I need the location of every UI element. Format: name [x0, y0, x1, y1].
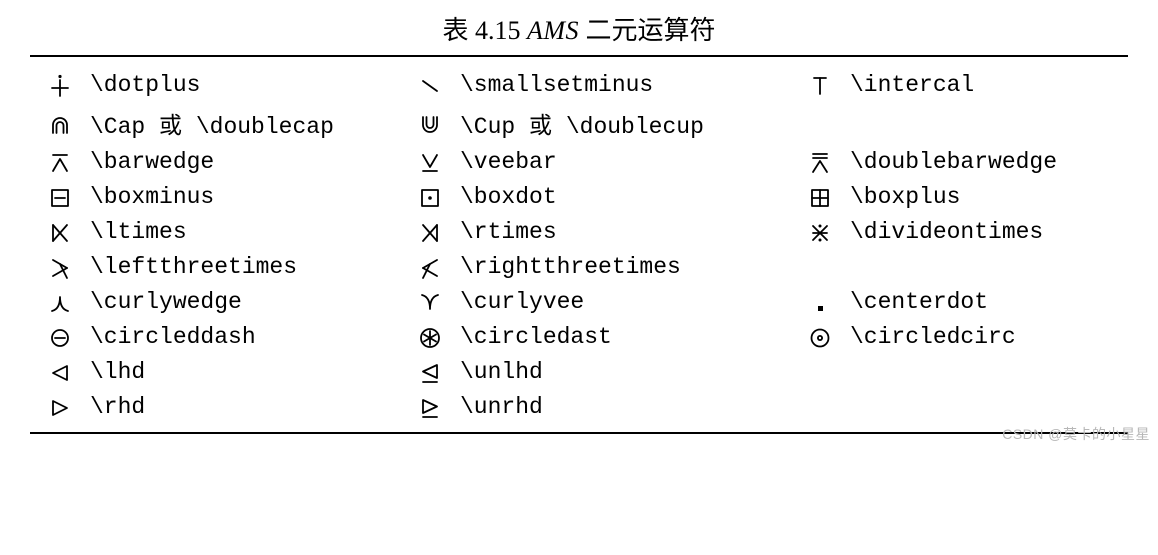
veebar-icon: [400, 144, 460, 179]
table-row: \lhd \unlhd: [30, 354, 1128, 389]
intercal-icon: [790, 67, 850, 102]
command-text: \boxdot: [460, 179, 790, 214]
symbol-table: \dotplus\smallsetminus\intercal\Cap 或 \d…: [30, 67, 1128, 424]
boxdot-icon: [400, 179, 460, 214]
table-row: \leftthreetimes \rightthreetimes: [30, 249, 1128, 284]
boxminus-icon: [30, 179, 90, 214]
table-caption: 表 4.15 AMS 二元运算符: [30, 10, 1128, 47]
command-text: \centerdot: [850, 284, 1128, 319]
symbol-table-page: 表 4.15 AMS 二元运算符 \dotplus\smallsetminus\…: [0, 0, 1158, 448]
command-text: \smallsetminus: [460, 67, 790, 102]
dotplus-icon: [30, 67, 90, 102]
table-row: \rhd \unrhd: [30, 389, 1128, 424]
command-text: \ltimes: [90, 214, 400, 249]
command-text: \Cup 或 \doublecup: [460, 102, 790, 144]
empty-cell: [790, 389, 850, 424]
command-text: \dotplus: [90, 67, 400, 102]
circledcirc-icon: [790, 319, 850, 354]
caption-subject: 二元运算符: [586, 16, 716, 45]
empty-cell: [790, 102, 850, 144]
leftthreetimes-icon: [30, 249, 90, 284]
table-row: \boxminus \boxdot \boxplus: [30, 179, 1128, 214]
command-text: \curlyvee: [460, 284, 790, 319]
command-text: \rightthreetimes: [460, 249, 790, 284]
command-text: \circledcirc: [850, 319, 1128, 354]
command-text: \curlywedge: [90, 284, 400, 319]
command-text: \veebar: [460, 144, 790, 179]
command-text: \boxminus: [90, 179, 400, 214]
empty-cell: [850, 102, 1128, 144]
centerdot-icon: [790, 284, 850, 319]
lhd-icon: [30, 354, 90, 389]
command-text: \leftthreetimes: [90, 249, 400, 284]
command-text: \rhd: [90, 389, 400, 424]
table-row: \barwedge \veebar \doublebarwedge: [30, 144, 1128, 179]
symbol-table-body: \dotplus\smallsetminus\intercal\Cap 或 \d…: [30, 67, 1128, 424]
empty-cell: [850, 389, 1128, 424]
table-row: \dotplus \smallsetminus \intercal: [30, 67, 1128, 102]
command-text: \circleddash: [90, 319, 400, 354]
command-text: \barwedge: [90, 144, 400, 179]
empty-cell: [790, 249, 850, 284]
circledast-icon: [400, 319, 460, 354]
ltimes-icon: [30, 214, 90, 249]
watermark-text: CSDN @莫卡的小星星: [1002, 424, 1150, 444]
rtimes-icon: [400, 214, 460, 249]
caption-ams: AMS: [527, 16, 579, 45]
rhd-icon: [30, 389, 90, 424]
Cup-icon: [400, 102, 460, 144]
bottom-rule: [30, 432, 1128, 434]
divideontimes-icon: [790, 214, 850, 249]
table-row: \Cap 或 \doublecap \Cup 或 \doublecup: [30, 102, 1128, 144]
barwedge-icon: [30, 144, 90, 179]
empty-cell: [850, 354, 1128, 389]
command-text: \divideontimes: [850, 214, 1128, 249]
command-text: \lhd: [90, 354, 400, 389]
table-row: \circleddash \circledast \circledcirc: [30, 319, 1128, 354]
Cap-icon: [30, 102, 90, 144]
command-text: \boxplus: [850, 179, 1128, 214]
top-rule: [30, 55, 1128, 57]
empty-cell: [790, 354, 850, 389]
command-text: \doublebarwedge: [850, 144, 1128, 179]
curlyvee-icon: [400, 284, 460, 319]
table-row: \curlywedge \curlyvee \centerdot: [30, 284, 1128, 319]
rightthreetimes-icon: [400, 249, 460, 284]
smallsetminus-icon: [400, 67, 460, 102]
command-text: \unrhd: [460, 389, 790, 424]
curlywedge-icon: [30, 284, 90, 319]
unrhd-icon: [400, 389, 460, 424]
command-text: \rtimes: [460, 214, 790, 249]
boxplus-icon: [790, 179, 850, 214]
table-row: \ltimes \rtimes \divideontimes: [30, 214, 1128, 249]
command-text: \intercal: [850, 67, 1128, 102]
command-text: \Cap 或 \doublecap: [90, 102, 400, 144]
command-text: \unlhd: [460, 354, 790, 389]
circleddash-icon: [30, 319, 90, 354]
doublebarwedge-icon: [790, 144, 850, 179]
command-text: \circledast: [460, 319, 790, 354]
caption-label: 表 4.15: [442, 16, 520, 45]
empty-cell: [850, 249, 1128, 284]
unlhd-icon: [400, 354, 460, 389]
